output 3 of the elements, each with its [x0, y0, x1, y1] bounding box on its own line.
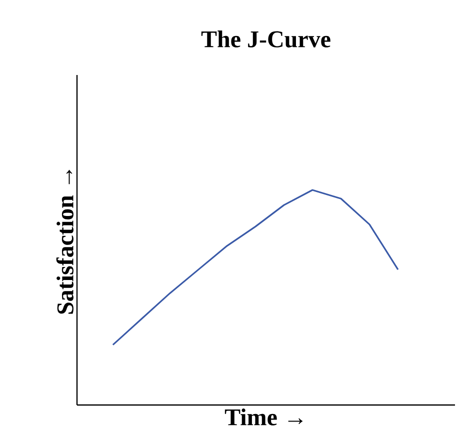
x-axis-title: Time → [224, 408, 303, 426]
y-axis-title: Satisfaction → [56, 170, 74, 314]
chart-title: The J-Curve [201, 30, 330, 48]
